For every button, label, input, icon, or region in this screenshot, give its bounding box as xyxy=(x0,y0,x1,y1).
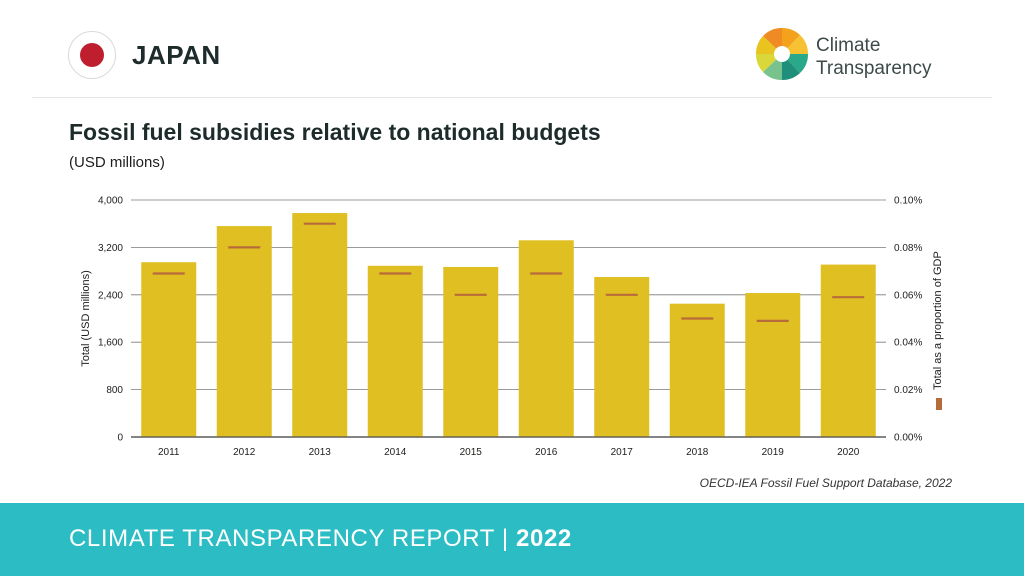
source-note: OECD-IEA Fossil Fuel Support Database, 2… xyxy=(699,476,952,490)
footer-title: CLIMATE TRANSPARENCY REPORT | 2022 xyxy=(69,525,572,553)
y2-tick-label: 0.06% xyxy=(894,290,922,301)
x-tick-label: 2020 xyxy=(837,447,860,458)
x-tick-label: 2017 xyxy=(611,447,634,458)
y2-axis-label: Total as a proportion of GDP xyxy=(932,251,944,390)
bar-2011 xyxy=(141,262,197,437)
chart-title: Fossil fuel subsidies relative to nation… xyxy=(69,119,601,145)
bar-2016 xyxy=(518,240,574,437)
legend-gdp-swatch xyxy=(936,398,942,410)
y-tick-label: 800 xyxy=(106,385,123,396)
brand-line-2: Transparency xyxy=(816,58,932,79)
y-tick-label: 4,000 xyxy=(98,196,123,207)
bar-2018 xyxy=(669,303,725,437)
footer: CLIMATE TRANSPARENCY REPORT | 2022 xyxy=(0,503,1024,576)
y2-tick-label: 0.10% xyxy=(894,196,922,207)
header-divider xyxy=(32,97,992,98)
x-tick-label: 2011 xyxy=(158,447,180,458)
y-tick-label: 1,600 xyxy=(98,338,123,349)
bar-2020 xyxy=(820,264,876,437)
x-tick-label: 2018 xyxy=(686,447,709,458)
y2-tick-label: 0.02% xyxy=(894,385,922,396)
x-tick-label: 2013 xyxy=(309,447,332,458)
bar-2015 xyxy=(443,266,499,437)
brand-name: Climate Transparency xyxy=(816,34,931,80)
y-tick-label: 2,400 xyxy=(98,290,123,301)
x-tick-label: 2019 xyxy=(762,447,785,458)
footer-year: 2022 xyxy=(516,525,572,552)
x-tick-label: 2014 xyxy=(384,447,407,458)
x-tick-label: 2015 xyxy=(460,447,483,458)
x-tick-label: 2016 xyxy=(535,447,558,458)
y-axis-label: Total (USD millions) xyxy=(80,270,92,367)
x-tick-label: 2012 xyxy=(233,447,256,458)
footer-separator: | xyxy=(501,525,509,552)
flag-red-dot xyxy=(80,43,104,67)
climate-transparency-logo-icon xyxy=(755,27,809,81)
brand-line-1: Climate xyxy=(816,35,881,56)
y2-tick-label: 0.00% xyxy=(894,433,922,444)
chart: 0 0.00% 800 0.02% 1,600 0.04% 2,400 0.06% 3,200 0… xyxy=(80,196,944,459)
bar-2019 xyxy=(745,293,801,437)
bar-2013 xyxy=(292,213,348,437)
japan-flag-icon xyxy=(68,31,116,79)
y2-tick-label: 0.08% xyxy=(894,243,922,254)
country-name: JAPAN xyxy=(132,40,221,70)
bar-2012 xyxy=(216,226,272,437)
chart-subtitle: (USD millions) xyxy=(69,154,165,171)
y-tick-label: 3,200 xyxy=(98,243,123,254)
header: JAPAN Climate Transparency xyxy=(0,0,1024,98)
footer-report-label: CLIMATE TRANSPARENCY REPORT xyxy=(69,525,495,552)
bar-2014 xyxy=(367,265,423,437)
y-tick-label: 0 xyxy=(117,433,123,444)
bar-2017 xyxy=(594,277,650,437)
y2-tick-label: 0.04% xyxy=(894,338,922,349)
